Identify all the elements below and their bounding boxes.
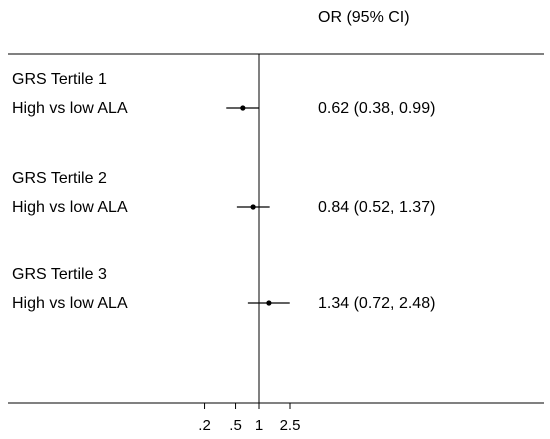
row-label: High vs low ALA — [12, 100, 128, 117]
group-label: GRS Tertile 3 — [12, 266, 107, 283]
row-label: High vs low ALA — [12, 199, 128, 216]
or-ci-text: 0.84 (0.52, 1.37) — [318, 199, 435, 216]
group-label: GRS Tertile 1 — [12, 71, 107, 88]
column-header: OR (95% CI) — [318, 9, 410, 26]
x-tick-label: .5 — [229, 417, 242, 434]
x-tick-label: 2.5 — [280, 417, 301, 434]
x-tick-label: .2 — [198, 417, 211, 434]
or-ci-text: 0.62 (0.38, 0.99) — [318, 100, 435, 117]
x-tick-label: 1 — [255, 417, 263, 434]
or-point — [266, 300, 272, 306]
row-label: High vs low ALA — [12, 295, 128, 312]
x-ticks: .2 .5 1 2.5 — [198, 403, 300, 434]
or-point — [240, 105, 246, 111]
forest-rows: GRS Tertile 1 High vs low ALA 0.62 (0.38, … — [12, 71, 435, 312]
group-label: GRS Tertile 2 — [12, 170, 107, 187]
or-ci-text: 1.34 (0.72, 2.48) — [318, 295, 435, 312]
or-point — [250, 204, 256, 210]
